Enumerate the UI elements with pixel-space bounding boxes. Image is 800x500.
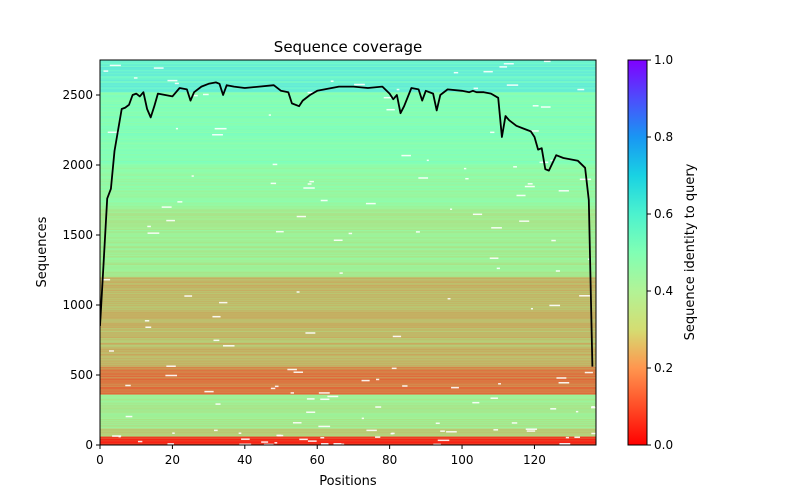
chart-title: Sequence coverage	[274, 38, 422, 56]
x-tick-label: 60	[310, 453, 325, 467]
identity-band	[100, 366, 596, 395]
x-tick-label: 120	[523, 453, 546, 467]
identity-band	[100, 206, 596, 277]
x-tick-label: 80	[382, 453, 397, 467]
y-tick-label: 1500	[62, 228, 93, 242]
x-axis-label: Positions	[319, 474, 377, 489]
x-tick-label: 0	[96, 453, 104, 467]
coverage-line	[100, 81, 594, 367]
colorbar-tick-label: 0.6	[654, 207, 673, 221]
colorbar-tick-label: 1.0	[654, 53, 673, 67]
identity-band	[100, 60, 596, 94]
x-tick-label: 40	[237, 453, 252, 467]
y-axis-ticks: 0 500 1000 1500 2000 2500	[62, 88, 100, 452]
y-tick-label: 500	[70, 368, 93, 382]
identity-band	[100, 428, 596, 439]
y-tick-label: 2000	[62, 158, 93, 172]
colorbar-tick-label: 0.2	[654, 361, 673, 375]
y-tick-label: 2500	[62, 88, 93, 102]
plot-frame	[99, 59, 597, 446]
y-tick-label: 0	[85, 438, 93, 452]
identity-band	[100, 165, 596, 208]
coverage-line-layer	[100, 81, 594, 367]
y-axis-label: Sequences	[35, 216, 50, 287]
identity-heatmap	[100, 60, 596, 445]
x-tick-label: 20	[165, 453, 180, 467]
y-tick-label: 1000	[62, 298, 93, 312]
colorbar	[627, 59, 648, 446]
x-axis-ticks: 0 20 40 60 80 100 120	[96, 445, 546, 467]
identity-band	[100, 91, 596, 166]
colorbar-tick-label: 0.8	[654, 130, 673, 144]
colorbar-tick-label: 0.0	[654, 438, 673, 452]
x-tick-label: 100	[451, 453, 474, 467]
identity-band	[100, 436, 596, 445]
colorbar-label: Sequence identity to query	[683, 163, 698, 340]
identity-band	[100, 276, 596, 367]
colorbar-ticks: 0.0 0.2 0.4 0.6 0.8 1.0	[647, 53, 673, 452]
identity-band	[100, 394, 596, 429]
colorbar-tick-label: 0.4	[654, 284, 673, 298]
